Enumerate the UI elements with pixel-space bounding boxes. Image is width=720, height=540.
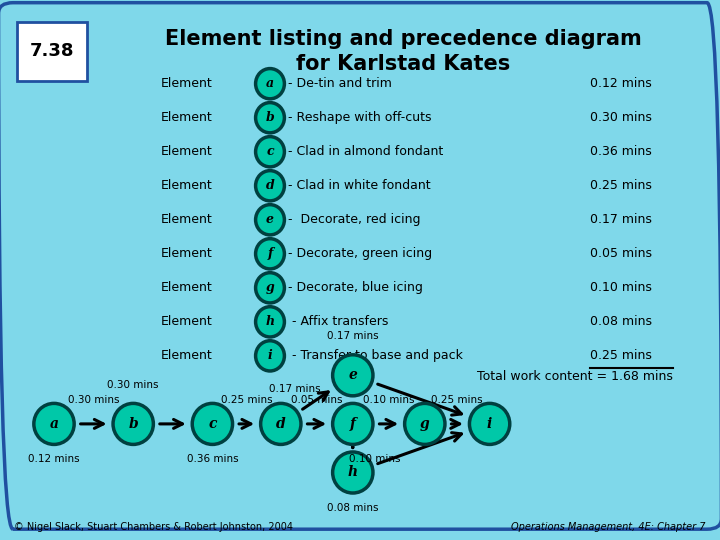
Ellipse shape xyxy=(256,341,284,371)
Ellipse shape xyxy=(192,403,233,444)
Ellipse shape xyxy=(405,403,445,444)
Text: - Decorate, blue icing: - Decorate, blue icing xyxy=(288,281,423,294)
Text: Element: Element xyxy=(161,247,212,260)
Text: - Clad in white fondant: - Clad in white fondant xyxy=(288,179,431,192)
Text: g: g xyxy=(420,417,430,431)
Text: - Affix transfers: - Affix transfers xyxy=(288,315,388,328)
Text: 0.17 mins: 0.17 mins xyxy=(269,384,321,394)
Text: h: h xyxy=(266,315,274,328)
Text: 0.30 mins: 0.30 mins xyxy=(590,111,652,124)
Text: 0.08 mins: 0.08 mins xyxy=(327,503,379,513)
Text: 0.17 mins: 0.17 mins xyxy=(590,213,652,226)
Text: h: h xyxy=(348,465,358,480)
Text: 0.10 mins: 0.10 mins xyxy=(348,454,400,464)
Ellipse shape xyxy=(256,307,284,337)
Text: 0.25 mins: 0.25 mins xyxy=(590,349,652,362)
Text: a: a xyxy=(266,77,274,90)
Ellipse shape xyxy=(256,239,284,269)
Text: 0.05 mins: 0.05 mins xyxy=(590,247,652,260)
Text: Element: Element xyxy=(161,77,212,90)
Ellipse shape xyxy=(256,273,284,303)
Text: Element listing and precedence diagram: Element listing and precedence diagram xyxy=(165,29,642,49)
Text: - Transfer to base and pack: - Transfer to base and pack xyxy=(288,349,463,362)
Ellipse shape xyxy=(34,403,74,444)
Text: Element: Element xyxy=(161,281,212,294)
Text: 0.08 mins: 0.08 mins xyxy=(590,315,652,328)
Text: Element: Element xyxy=(161,349,212,362)
Text: d: d xyxy=(266,179,274,192)
Ellipse shape xyxy=(333,403,373,444)
Text: e: e xyxy=(266,213,274,226)
Text: 0.30 mins: 0.30 mins xyxy=(107,380,159,390)
Text: 0.05 mins: 0.05 mins xyxy=(291,395,343,404)
Text: -  Decorate, red icing: - Decorate, red icing xyxy=(288,213,420,226)
Ellipse shape xyxy=(256,137,284,167)
Text: 0.30 mins: 0.30 mins xyxy=(68,395,120,404)
Ellipse shape xyxy=(256,69,284,99)
Text: i: i xyxy=(268,349,272,362)
Text: 0.25 mins: 0.25 mins xyxy=(590,179,652,192)
Text: Total work content = 1.68 mins: Total work content = 1.68 mins xyxy=(477,370,673,383)
Text: 7.38: 7.38 xyxy=(30,42,74,60)
Text: 0.12 mins: 0.12 mins xyxy=(28,454,80,464)
Text: 0.36 mins: 0.36 mins xyxy=(186,454,238,464)
Text: - De-tin and trim: - De-tin and trim xyxy=(288,77,392,90)
Ellipse shape xyxy=(256,171,284,201)
Text: Element: Element xyxy=(161,145,212,158)
Ellipse shape xyxy=(256,103,284,133)
Text: c: c xyxy=(266,145,274,158)
Ellipse shape xyxy=(333,355,373,396)
Ellipse shape xyxy=(469,403,510,444)
Text: 0.10 mins: 0.10 mins xyxy=(590,281,652,294)
Text: - Reshape with off-cuts: - Reshape with off-cuts xyxy=(288,111,431,124)
Text: Element: Element xyxy=(161,315,212,328)
Text: i: i xyxy=(487,417,492,431)
Text: Operations Management, 4E: Chapter 7: Operations Management, 4E: Chapter 7 xyxy=(511,522,706,531)
Text: for Karlstad Kates: for Karlstad Kates xyxy=(296,53,510,74)
Ellipse shape xyxy=(261,403,301,444)
Ellipse shape xyxy=(256,205,284,235)
Text: 0.25 mins: 0.25 mins xyxy=(221,395,272,404)
Text: g: g xyxy=(266,281,274,294)
Ellipse shape xyxy=(113,403,153,444)
Text: 0.10 mins: 0.10 mins xyxy=(363,395,415,404)
Text: 0.12 mins: 0.12 mins xyxy=(590,77,652,90)
Text: - Decorate, green icing: - Decorate, green icing xyxy=(288,247,432,260)
Text: e: e xyxy=(348,368,357,382)
Text: © Nigel Slack, Stuart Chambers & Robert Johnston, 2004: © Nigel Slack, Stuart Chambers & Robert … xyxy=(14,522,294,531)
Text: b: b xyxy=(266,111,274,124)
Text: a: a xyxy=(50,417,58,431)
Text: b: b xyxy=(128,417,138,431)
Text: - Clad in almond fondant: - Clad in almond fondant xyxy=(288,145,444,158)
Text: 0.25 mins: 0.25 mins xyxy=(431,395,483,404)
Text: Element: Element xyxy=(161,213,212,226)
Text: f: f xyxy=(350,417,356,431)
Text: 0.36 mins: 0.36 mins xyxy=(590,145,652,158)
Text: 0.17 mins: 0.17 mins xyxy=(327,331,379,341)
Text: d: d xyxy=(276,417,286,431)
Text: c: c xyxy=(208,417,217,431)
Text: f: f xyxy=(267,247,273,260)
Text: Element: Element xyxy=(161,179,212,192)
Text: Element: Element xyxy=(161,111,212,124)
FancyBboxPatch shape xyxy=(17,22,87,81)
Ellipse shape xyxy=(333,452,373,493)
